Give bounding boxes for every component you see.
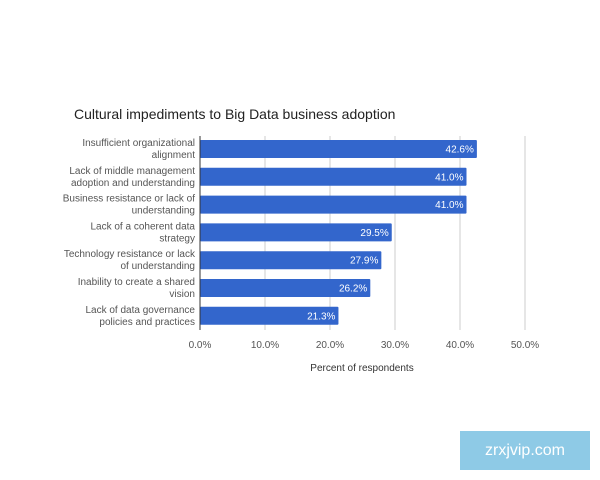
x-axis-label: Percent of respondents [310,363,413,374]
x-tick-label: 20.0% [316,340,344,351]
category-label: Technology resistance or lack of understa… [64,249,196,272]
category-label: Inability to create a shared vision [78,277,195,300]
category-label: Lack of a coherent data strategy [90,221,195,244]
category-label: Business resistance or lack of understand… [63,194,196,217]
bar-value-label: 41.0% [435,200,463,211]
bar [200,195,467,214]
x-tick-label: 50.0% [511,340,539,351]
x-tick-labels: 0.0% 10.0% 20.0% 30.0% 40.0% 50.0% [189,340,540,351]
bars: 42.6% 41.0% 41.0% 29.5% 27.9% 26.2% 21.3% [200,140,477,325]
bar [200,167,467,186]
bar [200,223,392,242]
bar [200,279,371,297]
bar [200,306,339,325]
chart-title: Cultural impediments to Big Data busines… [74,106,395,122]
category-label: Lack of middle management adoption and un… [69,166,195,189]
x-tick-label: 30.0% [381,340,409,351]
category-label: Insufficient organizational alignment [82,138,195,161]
bar [200,251,382,270]
category-label: Lack of data governance policies and prac… [85,305,195,328]
bar-value-label: 41.0% [435,172,463,183]
bar-value-label: 42.6% [446,145,474,156]
bar-value-label: 27.9% [350,256,378,267]
category-labels: Insufficient organizational alignment Lack… [63,138,196,328]
bar [200,140,477,158]
watermark: zrxjvip.com [460,431,590,470]
x-tick-label: 40.0% [446,340,474,351]
x-tick-label: 10.0% [251,340,279,351]
x-tick-label: 0.0% [189,340,212,351]
bar-value-label: 29.5% [360,228,388,239]
bar-value-label: 26.2% [339,284,367,295]
bar-value-label: 21.3% [307,311,335,322]
